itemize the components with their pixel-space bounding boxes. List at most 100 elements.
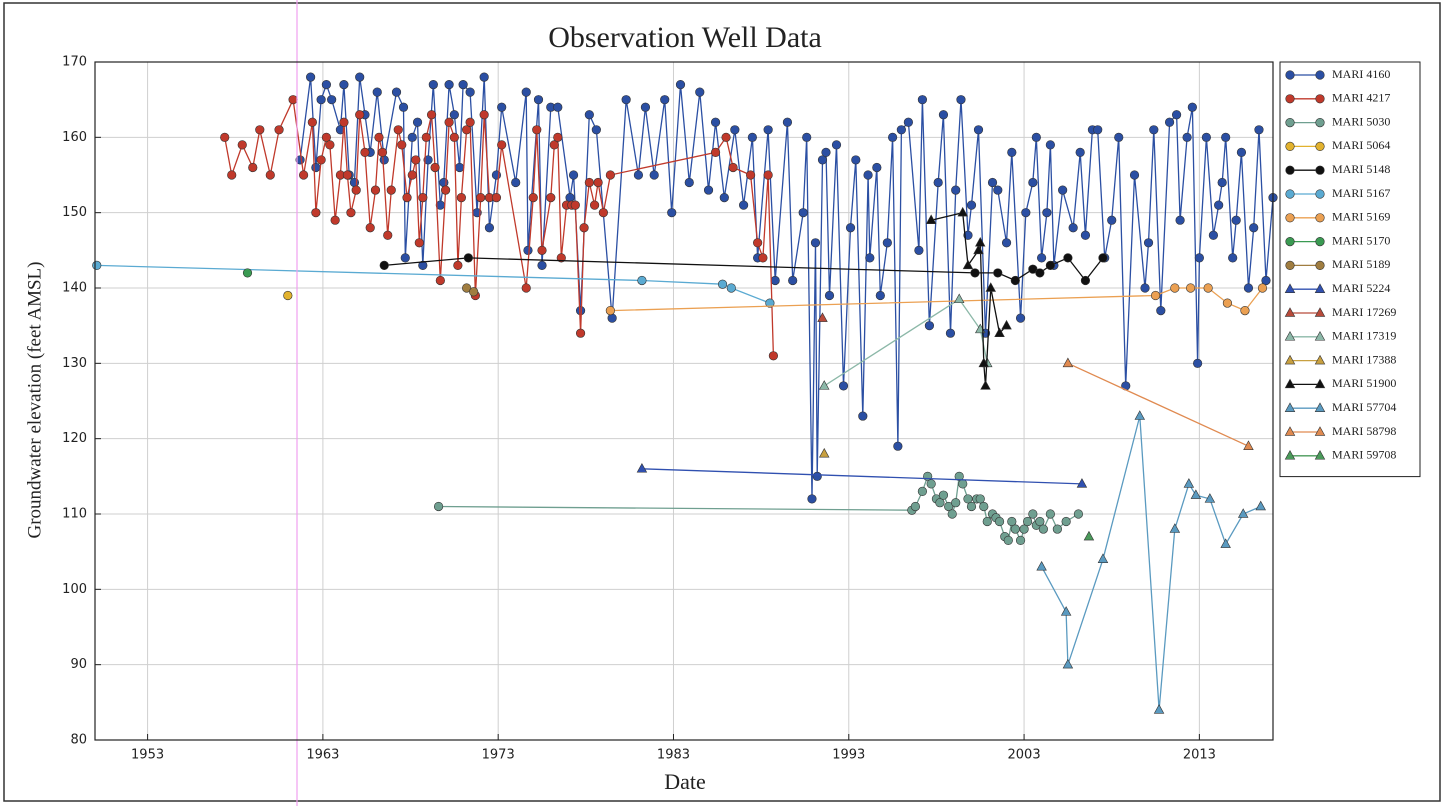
data-point	[265, 170, 275, 180]
data-point	[365, 223, 375, 233]
data-point	[935, 498, 945, 508]
data-point	[966, 200, 977, 210]
data-point	[1208, 230, 1218, 240]
data-point	[746, 170, 756, 180]
legend-marker	[1315, 141, 1325, 151]
data-point	[325, 140, 335, 150]
data-point	[987, 177, 998, 188]
data-point	[1035, 268, 1045, 278]
x-tick-label: 2013	[1183, 748, 1216, 763]
data-point	[1156, 306, 1166, 316]
legend-marker	[1285, 213, 1295, 223]
data-point	[739, 200, 749, 210]
data-point	[1231, 215, 1241, 225]
data-point	[316, 95, 326, 105]
data-point	[370, 185, 381, 195]
data-point	[92, 260, 102, 271]
legend-marker	[1314, 426, 1326, 436]
data-point	[1143, 238, 1154, 248]
data-point	[717, 279, 728, 289]
data-point	[753, 238, 763, 248]
data-point	[497, 140, 507, 150]
legend-label: MARI 5064	[1332, 138, 1390, 152]
data-point	[346, 208, 356, 218]
legend-marker	[1315, 117, 1325, 128]
legend-marker	[1285, 165, 1295, 175]
data-point	[1257, 283, 1268, 293]
data-point	[768, 351, 779, 361]
data-point	[1150, 290, 1161, 301]
data-point	[621, 95, 631, 105]
legend-label: MARI 5030	[1332, 114, 1390, 128]
data-point	[533, 95, 544, 105]
data-point	[444, 117, 454, 127]
data-point	[973, 125, 984, 135]
legend-label: MARI 59708	[1332, 448, 1396, 462]
data-point	[810, 238, 821, 248]
series-line	[1067, 362, 1249, 447]
legend-marker	[1315, 237, 1325, 247]
y-tick-label: 90	[70, 657, 87, 672]
data-point	[719, 193, 729, 203]
data-point	[1204, 493, 1216, 503]
legend-label: MARI 4160	[1332, 67, 1390, 81]
data-point	[351, 185, 361, 195]
data-point	[402, 193, 412, 203]
data-point	[465, 87, 475, 97]
data-point	[893, 441, 903, 451]
data-point	[954, 471, 964, 481]
data-point	[1187, 102, 1197, 112]
data-point	[1073, 509, 1084, 519]
data-point	[393, 125, 403, 135]
data-point	[1243, 283, 1254, 293]
data-point	[758, 253, 768, 263]
data-point	[1045, 260, 1055, 271]
data-point	[1240, 306, 1250, 316]
data-point	[339, 117, 349, 127]
data-point	[938, 110, 949, 120]
data-point	[497, 102, 507, 112]
data-point	[330, 215, 340, 225]
legend-box	[1279, 61, 1421, 478]
data-point	[274, 125, 284, 135]
y-tick-label: 140	[62, 281, 87, 296]
legend-label: MARI 17319	[1332, 329, 1396, 343]
data-point	[433, 501, 444, 512]
legend-marker	[1284, 402, 1296, 412]
data-point	[463, 253, 473, 263]
data-point	[1097, 553, 1109, 563]
data-point	[521, 283, 531, 293]
data-point	[227, 170, 237, 180]
data-point	[951, 498, 961, 508]
data-point	[788, 275, 798, 286]
data-point	[925, 214, 937, 224]
data-point	[1058, 185, 1068, 195]
data-point	[1170, 283, 1180, 293]
legend-marker	[1315, 70, 1325, 80]
data-point	[924, 321, 935, 331]
data-point	[1153, 704, 1165, 714]
data-point	[882, 238, 892, 248]
data-point	[1001, 319, 1012, 330]
data-point	[1183, 478, 1195, 488]
data-point	[523, 245, 533, 255]
data-point	[951, 185, 961, 195]
data-point	[421, 132, 431, 142]
data-point	[598, 208, 608, 218]
data-point	[640, 102, 651, 112]
legend-marker	[1315, 189, 1325, 199]
data-point	[479, 110, 489, 120]
data-point	[418, 193, 428, 203]
data-point	[440, 185, 451, 195]
data-point	[1045, 140, 1055, 150]
x-tick-label: 1973	[482, 748, 515, 763]
data-point	[980, 380, 991, 390]
data-point	[484, 223, 495, 233]
data-point	[242, 268, 253, 278]
data-point	[747, 132, 757, 142]
data-point	[966, 501, 977, 512]
y-tick-label: 150	[62, 205, 87, 220]
data-point	[237, 140, 247, 150]
legend-marker	[1284, 378, 1296, 389]
data-point	[956, 95, 966, 105]
